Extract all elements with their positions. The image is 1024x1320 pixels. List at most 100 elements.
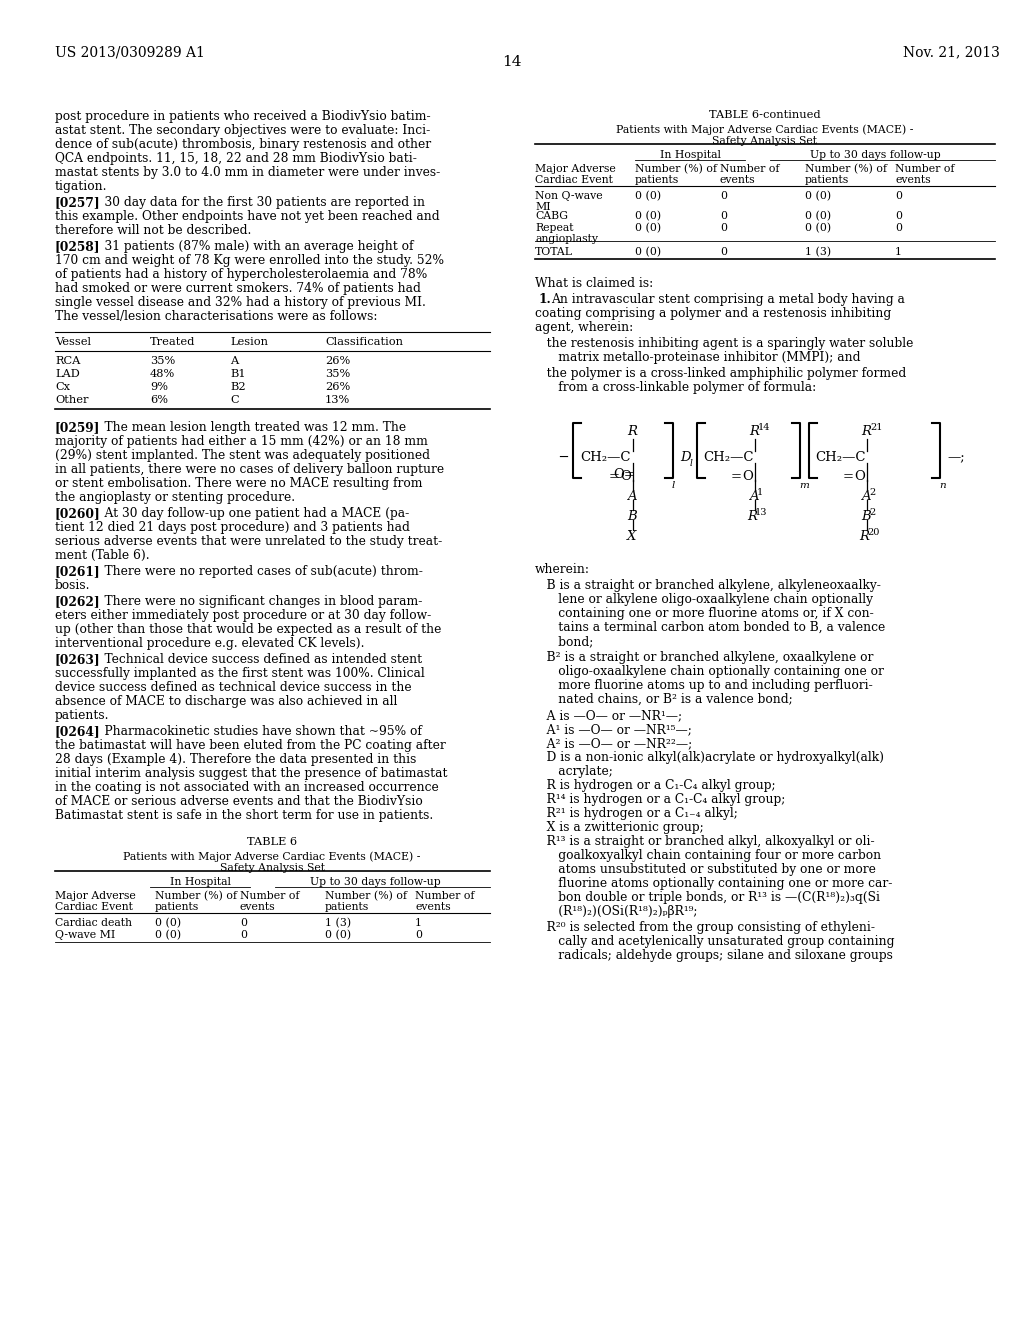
Text: ment (Table 6).: ment (Table 6). <box>55 549 150 562</box>
Text: Non Q-wave: Non Q-wave <box>535 191 603 201</box>
Text: CH₂—C: CH₂—C <box>703 451 754 465</box>
Text: 48%: 48% <box>150 370 175 379</box>
Text: RCA: RCA <box>55 356 80 366</box>
Text: O=: O= <box>613 469 635 480</box>
Text: the batimastat will have been eluted from the PC coating after: the batimastat will have been eluted fro… <box>55 739 445 752</box>
Text: R: R <box>861 425 871 438</box>
Text: bond;: bond; <box>535 635 593 648</box>
Text: =: = <box>731 470 742 483</box>
Text: patients: patients <box>805 176 849 185</box>
Text: 35%: 35% <box>150 356 175 366</box>
Text: Patients with Major Adverse Cardiac Events (MACE) -: Patients with Major Adverse Cardiac Even… <box>123 851 421 862</box>
Text: therefore will not be described.: therefore will not be described. <box>55 224 251 238</box>
Text: oligo-oxaalkylene chain optionally containing one or: oligo-oxaalkylene chain optionally conta… <box>535 665 884 678</box>
Text: CABG: CABG <box>535 211 568 220</box>
Text: Major Adverse: Major Adverse <box>535 164 615 174</box>
Text: the restenosis inhibiting agent is a sparingly water soluble: the restenosis inhibiting agent is a spa… <box>535 337 913 350</box>
Text: 20: 20 <box>867 528 880 537</box>
Text: A is —O— or —NR¹—;: A is —O— or —NR¹—; <box>535 709 682 722</box>
Text: Classification: Classification <box>325 337 403 347</box>
Text: 2: 2 <box>869 488 876 498</box>
Text: Q-wave MI: Q-wave MI <box>55 931 116 940</box>
Text: Number of: Number of <box>415 891 474 902</box>
Text: [0263]: [0263] <box>55 653 100 667</box>
Text: Number (%) of: Number (%) of <box>155 891 237 902</box>
Text: patients: patients <box>155 902 200 912</box>
Text: Lesion: Lesion <box>230 337 268 347</box>
Text: B: B <box>861 510 870 523</box>
Text: 0 (0): 0 (0) <box>155 917 181 928</box>
Text: Up to 30 days follow-up: Up to 30 days follow-up <box>309 876 440 887</box>
Text: 0 (0): 0 (0) <box>635 191 662 202</box>
Text: X: X <box>627 531 636 543</box>
Text: 0: 0 <box>895 191 902 201</box>
Text: lene or alkylene oligo-oxaalkylene chain optionally: lene or alkylene oligo-oxaalkylene chain… <box>535 593 873 606</box>
Text: (R¹⁸)₂)(ΟSi(R¹⁸)₂)ₚβR¹⁹;: (R¹⁸)₂)(ΟSi(R¹⁸)₂)ₚβR¹⁹; <box>535 906 697 917</box>
Text: The mean lesion length treated was 12 mm. The: The mean lesion length treated was 12 mm… <box>89 421 407 434</box>
Text: B: B <box>627 510 637 523</box>
Text: fluorine atoms optionally containing one or more car-: fluorine atoms optionally containing one… <box>535 876 892 890</box>
Text: 0 (0): 0 (0) <box>635 211 662 222</box>
Text: device success defined as technical device success in the: device success defined as technical devi… <box>55 681 412 694</box>
Text: 170 cm and weight of 78 Kg were enrolled into the study. 52%: 170 cm and weight of 78 Kg were enrolled… <box>55 253 444 267</box>
Text: initial interim analysis suggest that the presence of batimastat: initial interim analysis suggest that th… <box>55 767 447 780</box>
Text: At 30 day follow-up one patient had a MACE (pa-: At 30 day follow-up one patient had a MA… <box>89 507 410 520</box>
Text: Number (%) of: Number (%) of <box>805 164 887 174</box>
Text: 0 (0): 0 (0) <box>805 211 831 222</box>
Text: (29%) stent implanted. The stent was adequately positioned: (29%) stent implanted. The stent was ade… <box>55 449 430 462</box>
Text: mastat stents by 3.0 to 4.0 mm in diameter were under inves-: mastat stents by 3.0 to 4.0 mm in diamet… <box>55 166 440 180</box>
Text: TABLE 6: TABLE 6 <box>247 837 297 847</box>
Text: events: events <box>240 902 275 912</box>
Text: l: l <box>672 480 676 490</box>
Text: events: events <box>720 176 756 185</box>
Text: 13%: 13% <box>325 395 350 405</box>
Text: Treated: Treated <box>150 337 196 347</box>
Text: CH₂—C: CH₂—C <box>815 451 865 465</box>
Text: 0 (0): 0 (0) <box>805 223 831 234</box>
Text: agent, wherein:: agent, wherein: <box>535 321 633 334</box>
Text: Safety Analysis Set: Safety Analysis Set <box>713 136 817 147</box>
Text: Technical device success defined as intended stent: Technical device success defined as inte… <box>89 653 422 667</box>
Text: events: events <box>415 902 451 912</box>
Text: B1: B1 <box>230 370 246 379</box>
Text: MI: MI <box>535 202 551 213</box>
Text: R: R <box>627 425 637 438</box>
Text: A¹ is —O— or —NR¹⁵—;: A¹ is —O— or —NR¹⁵—; <box>535 723 692 737</box>
Text: 26%: 26% <box>325 356 350 366</box>
Text: Up to 30 days follow-up: Up to 30 days follow-up <box>810 150 940 160</box>
Text: D: D <box>680 451 690 465</box>
Text: Cardiac death: Cardiac death <box>55 917 132 928</box>
Text: of patients had a history of hypercholesterolaemia and 78%: of patients had a history of hypercholes… <box>55 268 427 281</box>
Text: Number of: Number of <box>240 891 299 902</box>
Text: events: events <box>895 176 931 185</box>
Text: C: C <box>230 395 239 405</box>
Text: 14: 14 <box>758 422 770 432</box>
Text: goalkoxyalkyl chain containing four or more carbon: goalkoxyalkyl chain containing four or m… <box>535 849 881 862</box>
Text: 0: 0 <box>720 191 727 201</box>
Text: patients: patients <box>325 902 370 912</box>
Text: A: A <box>230 356 239 366</box>
Text: Major Adverse: Major Adverse <box>55 891 136 902</box>
Text: R is hydrogen or a C₁-C₄ alkyl group;: R is hydrogen or a C₁-C₄ alkyl group; <box>535 779 775 792</box>
Text: A: A <box>627 490 637 503</box>
Text: Number of: Number of <box>895 164 954 174</box>
Text: 1 (3): 1 (3) <box>325 917 351 928</box>
Text: tient 12 died 21 days post procedure) and 3 patients had: tient 12 died 21 days post procedure) an… <box>55 521 410 535</box>
Text: 26%: 26% <box>325 381 350 392</box>
Text: 2: 2 <box>869 508 876 517</box>
Text: 0 (0): 0 (0) <box>805 191 831 202</box>
Text: [0257]: [0257] <box>55 195 100 209</box>
Text: 0: 0 <box>240 931 247 940</box>
Text: [0261]: [0261] <box>55 565 100 578</box>
Text: Cardiac Event: Cardiac Event <box>535 176 613 185</box>
Text: serious adverse events that were unrelated to the study treat-: serious adverse events that were unrelat… <box>55 535 442 548</box>
Text: There were no significant changes in blood param-: There were no significant changes in blo… <box>89 595 422 609</box>
Text: bosis.: bosis. <box>55 579 90 591</box>
Text: matrix metallo-proteinase inhibitor (MMPI); and: matrix metallo-proteinase inhibitor (MMP… <box>535 351 860 364</box>
Text: l: l <box>690 459 693 469</box>
Text: B2: B2 <box>230 381 246 392</box>
Text: Repeat: Repeat <box>535 223 573 234</box>
Text: 0 (0): 0 (0) <box>635 247 662 257</box>
Text: Number of: Number of <box>720 164 779 174</box>
Text: Patients with Major Adverse Cardiac Events (MACE) -: Patients with Major Adverse Cardiac Even… <box>616 124 913 135</box>
